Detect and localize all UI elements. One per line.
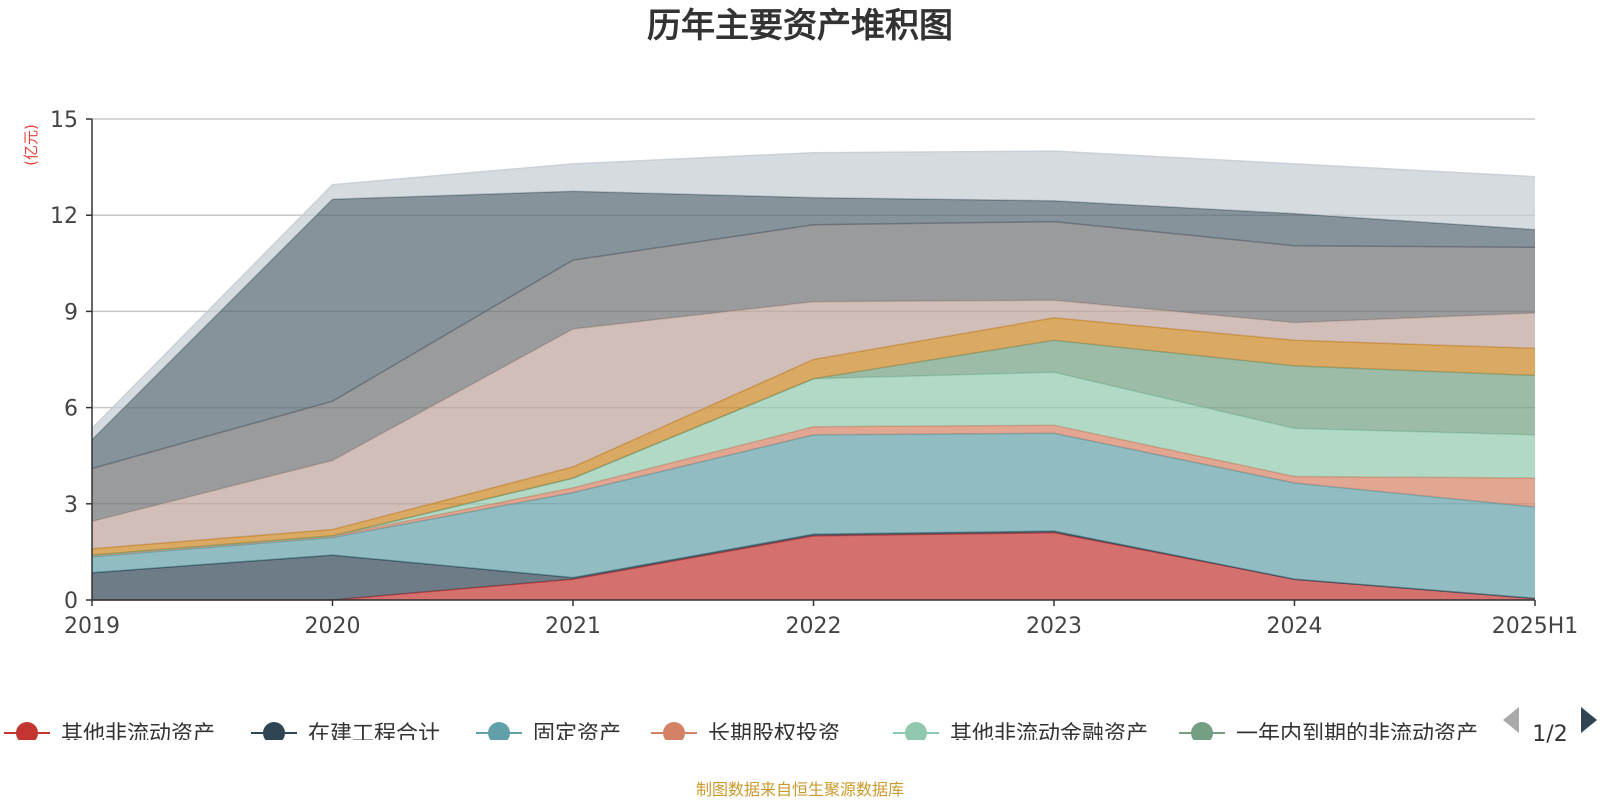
area-series-3 [92,425,1535,557]
x-tick-label: 2025H1 [1492,614,1579,639]
area-series-6 [92,317,1535,556]
x-tick-label: 2020 [305,614,361,639]
legend-circle-marker [1191,722,1213,740]
legend-items: 其他非流动资产 在建工程合计 固定资产 长期股权投资 其他非流动金融资产 一年内到期的非流… [4,722,1478,747]
area-series-line-10 [91,150,1536,429]
x-tick-label: 2024 [1267,614,1323,639]
legend-label: 在建工程合计 [308,722,440,747]
x-tick-label: 2022 [786,614,842,639]
area-series-8 [92,221,1535,522]
legend: 其他非流动资产 在建工程合计 固定资产 长期股权投资 其他非流动金融资产 一年内到期的非流… [4,722,1478,747]
legend-circle-marker [488,722,510,740]
legend-label: 其他非流动金融资产 [950,722,1148,747]
legend-circle-marker [16,722,38,740]
legend-label: 一年内到期的非流动资产 [1236,722,1478,747]
legend-label: 其他非流动资产 [61,722,215,747]
y-tick-label: 9 [64,300,78,325]
legend-label: 长期股权投资 [708,722,840,747]
legend-circle-marker [905,722,927,740]
y-axis-unit-label: (亿元) [22,124,40,166]
area-series-5 [92,340,1535,556]
stacked-areas [91,150,1536,601]
y-axis-ticks: 0 3 6 9 12 15 [50,108,92,614]
legend-circle-marker [263,722,285,740]
legend-next-page-icon[interactable] [1581,707,1597,733]
chart-title: 历年主要资产堆积图 [647,6,953,46]
area-series-7 [92,300,1535,549]
y-tick-label: 12 [50,204,78,229]
legend-item[interactable]: 一年内到期的非流动资产 [1179,722,1478,747]
y-tick-label: 6 [64,397,78,422]
y-tick-label: 0 [64,589,78,614]
x-tick-label: 2023 [1026,614,1082,639]
y-tick-label: 3 [64,493,78,518]
legend-item[interactable]: 固定资产 [476,722,621,747]
area-series-9 [92,191,1535,469]
legend-item[interactable]: 其他非流动资产 [4,722,215,747]
area-series-10 [92,151,1535,440]
x-tick-label: 2019 [64,614,120,639]
legend-circle-marker [663,722,685,740]
legend-prev-page-icon[interactable] [1503,707,1519,733]
legend-item[interactable]: 长期股权投资 [651,722,840,747]
data-source-note: 制图数据来自恒生聚源数据库 [696,780,904,799]
legend-label: 固定资产 [533,722,621,747]
area-series-0 [92,532,1535,600]
legend-item[interactable]: 在建工程合计 [251,722,440,747]
area-series-4 [92,372,1535,556]
legend-page-indicator: 1/2 [1532,722,1567,747]
legend-item[interactable]: 其他非流动金融资产 [893,722,1148,747]
x-axis-ticks: 2019 2020 2021 2022 2023 2024 2025H1 [64,600,1578,639]
area-series-1 [92,531,1535,600]
area-series-2 [92,433,1535,599]
y-tick-label: 15 [50,108,78,133]
x-tick-label: 2021 [545,614,601,639]
